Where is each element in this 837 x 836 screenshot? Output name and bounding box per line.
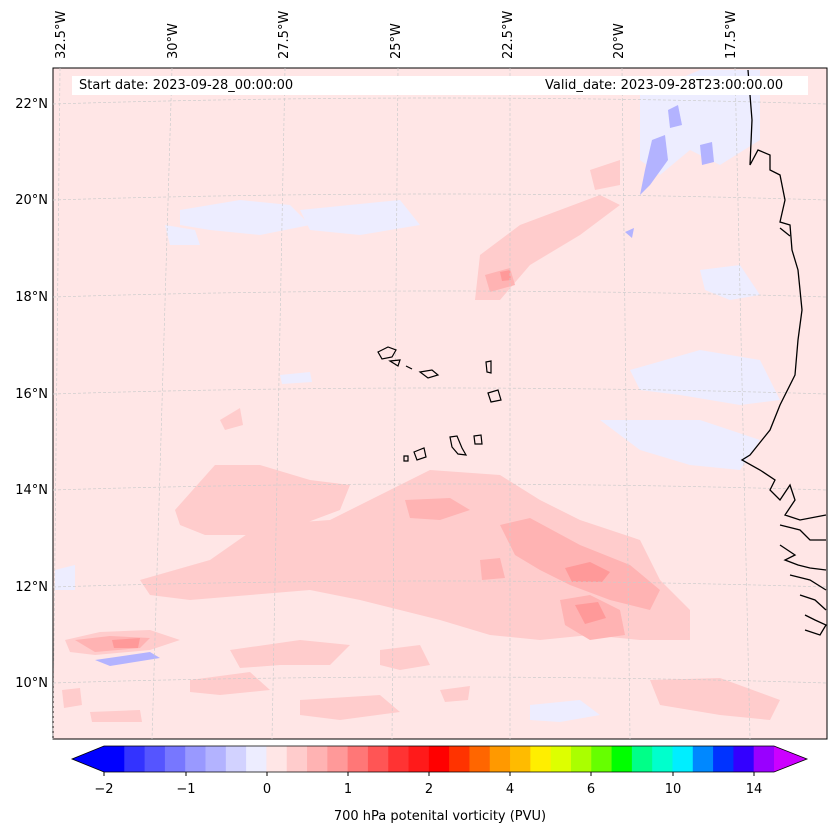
colorbar-segment xyxy=(185,746,207,772)
colorbar-segment xyxy=(692,746,714,772)
colorbar-segment xyxy=(469,746,491,772)
colorbar-segment xyxy=(104,746,125,772)
colorbar-segment xyxy=(510,746,531,772)
colorbar-segment xyxy=(327,746,349,772)
date-banner xyxy=(72,76,808,95)
lat-label-22n: 22°N xyxy=(15,97,48,112)
colorbar-segment xyxy=(266,746,288,772)
lat-label-12n: 12°N xyxy=(15,580,48,595)
colorbar-tick: 6 xyxy=(586,782,596,797)
colorbar-segment xyxy=(652,746,673,772)
colorbar-segment xyxy=(672,746,694,772)
lon-label-30w: 30°W xyxy=(166,23,181,59)
lon-label-25w: 25°W xyxy=(389,23,404,59)
negative-pv-darker xyxy=(95,105,714,666)
colorbar-segment xyxy=(225,746,247,772)
lon-label-32-5w: 32.5°W xyxy=(54,10,69,59)
colorbar-segment xyxy=(164,746,186,772)
colorbar-segment xyxy=(733,746,755,772)
lat-label-18n: 18°N xyxy=(15,290,48,305)
colorbar-segment xyxy=(408,746,430,772)
colorbar-segment xyxy=(489,746,511,772)
colorbar-segment xyxy=(144,746,166,772)
colorbar-tick: 10 xyxy=(664,782,682,797)
colorbar-segment xyxy=(611,746,633,772)
colorbar-segment xyxy=(246,746,267,772)
colorbar-segment xyxy=(530,746,552,772)
colorbar-segment xyxy=(591,746,613,772)
colorbar-segment xyxy=(550,746,572,772)
colorbar-tick: 1 xyxy=(343,782,353,797)
lon-label-17-5w: 17.5°W xyxy=(724,10,739,59)
lat-label-16n: 16°N xyxy=(15,387,48,402)
lon-label-20w: 20°W xyxy=(612,23,627,59)
colorbar xyxy=(70,745,809,776)
colorbar-segment xyxy=(307,746,328,772)
colorbar-segment xyxy=(631,746,653,772)
colorbar-tick: 14 xyxy=(745,782,763,797)
colorbar-tick: −2 xyxy=(94,782,114,797)
colorbar-extend-max xyxy=(774,746,807,772)
start-date-text: Start date: 2023-09-28_00:00:00 xyxy=(79,78,294,93)
colorbar-segment xyxy=(388,746,410,772)
colorbar-segment xyxy=(286,746,308,772)
colorbar-segment xyxy=(713,746,734,772)
lon-label-27-5w: 27.5°W xyxy=(277,10,292,59)
colorbar-segment xyxy=(428,746,450,772)
colorbar-extend-min xyxy=(72,746,104,772)
lat-label-20n: 20°N xyxy=(15,193,48,208)
colorbar-tick: 2 xyxy=(424,782,434,797)
graticule xyxy=(52,67,828,740)
coastline-africa xyxy=(740,69,827,636)
positive-pv-strong xyxy=(112,270,610,648)
valid-date-text: Valid_date: 2023-09-28T23:00:00.00 xyxy=(545,78,784,93)
colorbar-segment xyxy=(570,746,592,772)
negative-pv-areas xyxy=(55,70,780,722)
colorbar-tick: 0 xyxy=(262,782,272,797)
colorbar-segment xyxy=(347,746,369,772)
map-frame xyxy=(52,67,828,740)
colorbar-segment xyxy=(753,746,775,772)
lat-label-14n: 14°N xyxy=(15,483,48,498)
colorbar-title: 700 hPa potenital vorticity (PVU) xyxy=(333,809,547,824)
colorbar-segment xyxy=(124,746,146,772)
colorbar-segment xyxy=(449,746,470,772)
cape-verde-islands xyxy=(377,346,502,462)
lon-label-22-5w: 22.5°W xyxy=(501,10,516,59)
colorbar-segment xyxy=(367,746,389,772)
colorbar-tick: 4 xyxy=(505,782,515,797)
colorbar-tick: −1 xyxy=(176,782,196,797)
lat-label-10n: 10°N xyxy=(15,676,48,691)
colorbar-segment xyxy=(205,746,227,772)
